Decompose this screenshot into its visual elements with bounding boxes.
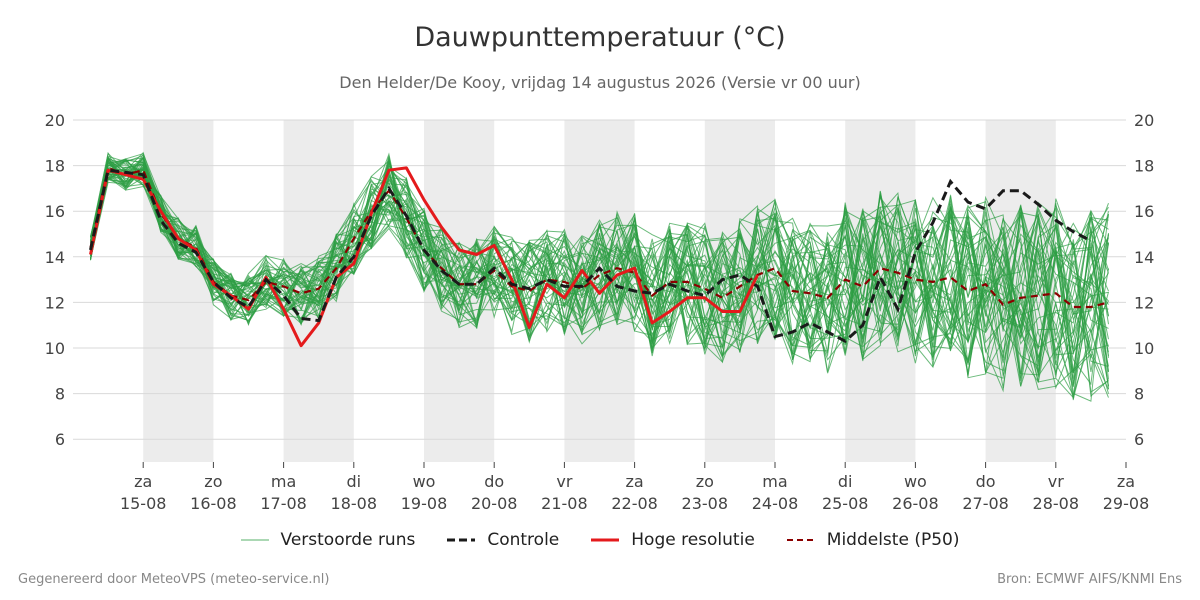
y-tick-label-right-12: 12 — [1134, 293, 1154, 312]
x-tick-date-12: 27-08 — [962, 494, 1009, 513]
legend-swatch-ensemble — [240, 539, 269, 541]
chart-subtitle: Den Helder/De Kooy, vrijdag 14 augustus … — [339, 73, 861, 92]
ensemble-member-37 — [90, 160, 1109, 399]
ensemble-member-48 — [90, 169, 1109, 373]
legend-item-hires: Hoge resolutie — [591, 530, 755, 550]
y-tick-label-left-6: 6 — [55, 430, 65, 449]
ensemble-member-45 — [90, 159, 1109, 387]
legend-swatch-median — [786, 539, 815, 541]
x-tick-date-10: 25-08 — [822, 494, 869, 513]
x-tick-day-7: za — [625, 472, 643, 491]
ensemble-member-47 — [90, 151, 1109, 390]
legend-label-hires: Hoge resolutie — [631, 530, 755, 550]
x-tick-date-0: 15-08 — [120, 494, 167, 513]
x-tick-day-8: zo — [696, 472, 714, 491]
y-tick-label-right-8: 8 — [1134, 385, 1144, 404]
ensemble-member-43 — [90, 155, 1109, 366]
footer-source: Bron: ECMWF AIFS/KNMI Ens — [997, 572, 1182, 587]
y-tick-label-left-12: 12 — [45, 293, 65, 312]
x-tick-date-3: 18-08 — [331, 494, 378, 513]
chart-title: Dauwpunttemperatuur (°C) — [414, 22, 786, 53]
ensemble-member-38 — [90, 157, 1109, 358]
x-tick-day-6: vr — [556, 472, 572, 491]
ensemble-member-29 — [90, 159, 1109, 361]
ensemble-member-46 — [90, 172, 1109, 376]
x-tick-day-14: za — [1117, 472, 1135, 491]
x-tick-day-10: di — [838, 472, 853, 491]
x-tick-date-4: 19-08 — [401, 494, 448, 513]
x-tick-day-4: wo — [413, 472, 436, 491]
x-tick-date-2: 17-08 — [260, 494, 307, 513]
ensemble-member-22 — [90, 155, 1109, 393]
x-tick-date-14: 29-08 — [1103, 494, 1150, 513]
y-tick-label-left-20: 20 — [45, 111, 65, 130]
y-tick-label-right-6: 6 — [1134, 430, 1144, 449]
x-tick-date-7: 22-08 — [611, 494, 658, 513]
x-tick-day-1: zo — [204, 472, 222, 491]
x-tick-day-3: di — [346, 472, 361, 491]
y-tick-label-right-14: 14 — [1134, 248, 1154, 267]
footer-generator: Gegenereerd door MeteoVPS (meteo-service… — [18, 572, 330, 587]
x-tick-date-8: 23-08 — [682, 494, 729, 513]
y-tick-label-right-18: 18 — [1134, 157, 1154, 176]
weekend-band-0 — [143, 120, 214, 462]
x-tick-date-11: 26-08 — [892, 494, 939, 513]
ensemble-member-44 — [90, 162, 1109, 375]
control-line — [89, 168, 1092, 344]
x-tick-date-5: 20-08 — [471, 494, 518, 513]
legend-item-control: Controle — [447, 530, 559, 550]
x-tick-day-5: do — [484, 472, 504, 491]
legend-label-control: Controle — [487, 530, 560, 550]
legend-swatch-hires — [591, 538, 620, 542]
ensemble-member-32 — [90, 165, 1109, 398]
chart-legend: Verstoorde runs Controle Hoge resolutie … — [0, 530, 1200, 550]
x-tick-date-1: 16-08 — [190, 494, 237, 513]
ensemble-member-49 — [90, 158, 1109, 367]
x-tick-day-13: vr — [1048, 472, 1064, 491]
y-tick-label-right-16: 16 — [1134, 202, 1154, 221]
x-tick-day-0: za — [134, 472, 152, 491]
ensemble-member-35 — [90, 168, 1109, 355]
legend-swatch-control — [447, 538, 476, 542]
x-tick-date-9: 24-08 — [752, 494, 799, 513]
y-tick-label-left-18: 18 — [45, 157, 65, 176]
y-tick-label-right-10: 10 — [1134, 339, 1154, 358]
y-tick-label-right-20: 20 — [1134, 111, 1154, 130]
y-tick-label-left-16: 16 — [45, 202, 65, 221]
y-tick-label-left-14: 14 — [45, 248, 65, 267]
legend-label-ensemble: Verstoorde runs — [280, 530, 416, 550]
legend-item-median: Middelste (P50) — [786, 530, 960, 550]
y-tick-label-left-10: 10 — [45, 339, 65, 358]
ensemble-member-28 — [90, 152, 1109, 362]
x-tick-date-6: 21-08 — [541, 494, 588, 513]
y-tick-label-left-8: 8 — [55, 385, 65, 404]
legend-label-median: Middelste (P50) — [826, 530, 960, 550]
x-tick-day-11: wo — [904, 472, 927, 491]
x-tick-day-12: do — [976, 472, 996, 491]
legend-item-ensemble: Verstoorde runs — [240, 530, 416, 550]
x-tick-date-13: 28-08 — [1033, 494, 1080, 513]
x-tick-day-9: ma — [762, 472, 787, 491]
x-tick-day-2: ma — [271, 472, 296, 491]
